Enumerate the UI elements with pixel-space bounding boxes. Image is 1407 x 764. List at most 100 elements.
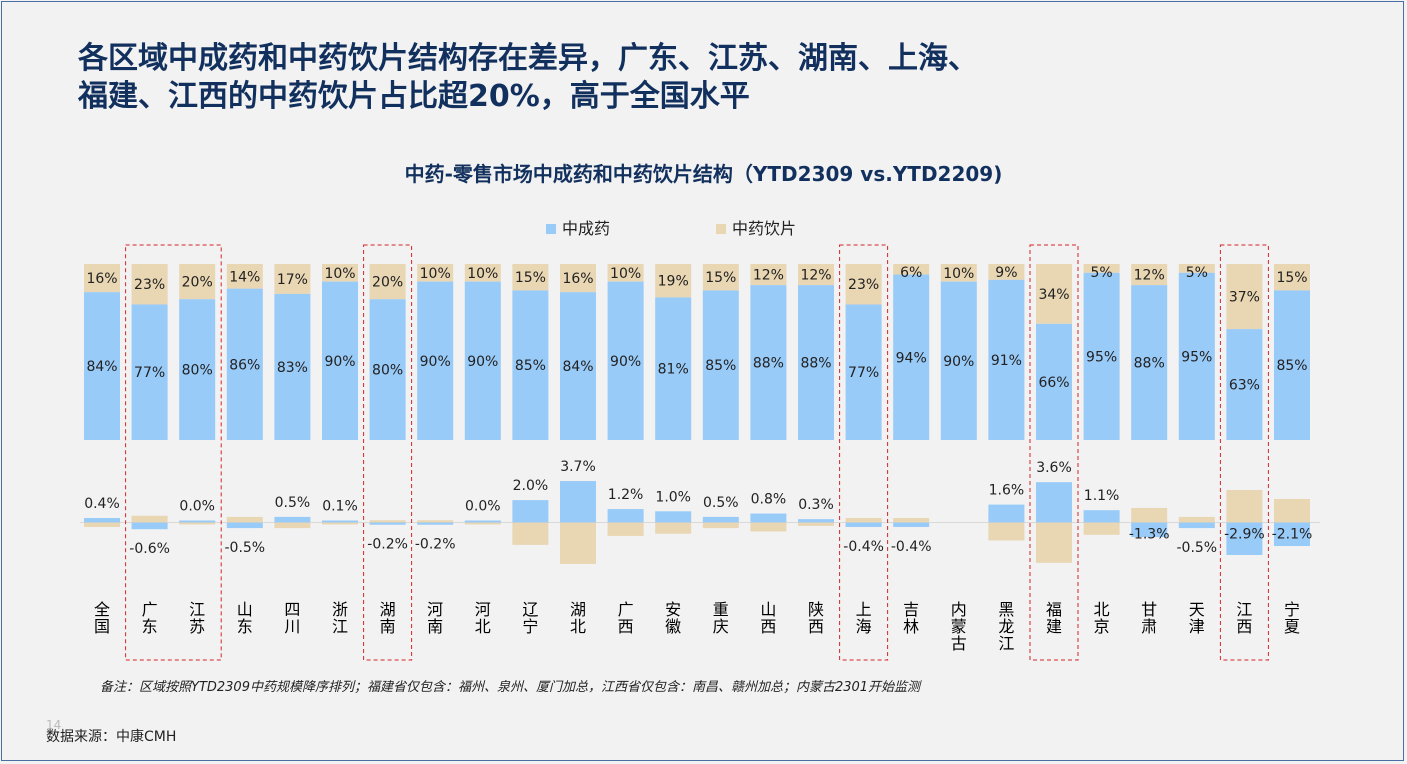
bar-cpm-25 (1274, 290, 1310, 440)
change-cpm-10 (560, 481, 596, 523)
change-label-3: -0.5% (224, 540, 265, 556)
bar-tcm-2 (179, 264, 216, 300)
label-cpm-6: 80% (372, 363, 403, 379)
change-cpm-0 (84, 518, 120, 523)
change-label-1: -0.6% (129, 541, 170, 557)
change-cpm-15 (798, 519, 834, 523)
label-tcm-11: 10% (610, 266, 641, 282)
bar-cpm-23 (1178, 272, 1215, 440)
region-label-18: 内蒙古 (950, 600, 967, 653)
label-cpm-9: 85% (515, 358, 546, 374)
change-tcm-2 (179, 522, 216, 525)
region-label-16: 上海 (855, 600, 872, 636)
bar-tcm-8 (464, 264, 501, 282)
bar-tcm-3 (226, 264, 263, 289)
label-cpm-21: 95% (1086, 349, 1117, 365)
change-tcm-12 (655, 522, 692, 534)
label-tcm-14: 12% (753, 268, 784, 284)
change-label-24: -2.9% (1224, 527, 1265, 543)
headline: 各区域中成药和中药饮片结构存在差异，广东、江苏、湖南、上海、 福建、江西的中药饮… (78, 40, 1278, 116)
change-label-16: -0.4% (843, 539, 884, 555)
bar-tcm-21 (1083, 264, 1120, 273)
change-label-15: 0.3% (798, 497, 834, 513)
region-label-6: 湖南 (379, 600, 396, 636)
change-tcm-10 (560, 522, 596, 564)
region-label-4: 四川 (284, 600, 301, 636)
change-label-25: -2.1% (1272, 527, 1313, 543)
change-tcm-22 (1131, 507, 1168, 523)
region-label-10: 湖北 (569, 600, 586, 636)
label-cpm-17: 94% (896, 350, 927, 366)
label-cpm-24: 63% (1229, 378, 1260, 394)
label-cpm-8: 90% (467, 354, 498, 370)
label-tcm-7: 10% (420, 266, 451, 282)
label-tcm-10: 16% (562, 271, 593, 287)
change-tcm-7 (417, 520, 454, 523)
bar-tcm-11 (607, 264, 644, 282)
change-tcm-4 (274, 522, 311, 529)
change-cpm-16 (845, 522, 882, 527)
change-tcm-23 (1178, 516, 1215, 523)
label-cpm-3: 86% (229, 357, 260, 373)
region-label-7: 河南 (427, 600, 444, 636)
change-cpm-13 (702, 516, 739, 523)
bar-tcm-4 (274, 264, 311, 294)
change-cpm-11 (607, 509, 644, 523)
change-label-22: -1.3% (1129, 527, 1170, 543)
bar-cpm-17 (893, 274, 930, 440)
change-tcm-11 (607, 522, 644, 536)
label-tcm-24: 37% (1229, 290, 1260, 306)
change-tcm-16 (845, 518, 882, 523)
label-tcm-6: 20% (372, 275, 403, 291)
headline-line-1: 各区域中成药和中药饮片结构存在差异，广东、江苏、湖南、上海、 (78, 41, 978, 76)
change-cpm-5 (322, 520, 358, 523)
change-label-20: 3.6% (1036, 460, 1072, 476)
change-cpm-23 (1178, 522, 1215, 529)
change-cpm-4 (274, 516, 311, 523)
change-label-13: 0.5% (703, 495, 739, 511)
change-tcm-20 (1036, 522, 1072, 563)
chart-title: 中药-零售市场中成药和中药饮片结构（YTD2309 vs.YTD2209) (404, 162, 1003, 186)
highlight-box-1 (363, 244, 413, 661)
label-tcm-8: 10% (467, 266, 498, 282)
change-label-5: 0.1% (322, 499, 358, 515)
region-label-25: 宁夏 (1283, 600, 1300, 636)
label-tcm-5: 10% (324, 266, 355, 282)
change-tcm-17 (893, 518, 930, 523)
change-tcm-14 (750, 522, 787, 532)
bar-tcm-19 (988, 264, 1025, 280)
label-cpm-2: 80% (182, 363, 213, 379)
region-label-3: 山东 (236, 600, 253, 636)
change-tcm-9 (512, 522, 549, 545)
change-tcm-24 (1226, 490, 1263, 523)
change-cpm-3 (226, 522, 263, 529)
label-tcm-18: 10% (943, 266, 974, 282)
label-tcm-21: 5% (1090, 265, 1112, 281)
label-tcm-0: 16% (86, 271, 117, 287)
label-tcm-3: 14% (229, 269, 260, 285)
region-label-21: 北京 (1093, 600, 1110, 636)
bar-cpm-24 (1226, 329, 1263, 440)
region-label-12: 安徽 (665, 600, 682, 636)
bar-tcm-24 (1226, 264, 1263, 330)
label-tcm-15: 12% (800, 268, 831, 284)
change-cpm-9 (512, 500, 549, 523)
change-label-8: 0.0% (465, 499, 501, 515)
label-cpm-14: 88% (753, 356, 784, 372)
bar-tcm-6 (369, 264, 406, 300)
label-tcm-13: 15% (705, 270, 736, 286)
change-tcm-3 (226, 516, 263, 523)
change-label-11: 1.2% (608, 487, 644, 503)
region-label-13: 重庆 (712, 600, 729, 636)
bar-tcm-25 (1274, 264, 1310, 291)
label-tcm-2: 20% (182, 275, 213, 291)
label-cpm-11: 90% (610, 354, 641, 370)
bar-cpm-0 (84, 292, 120, 440)
region-label-5: 浙江 (331, 600, 348, 636)
region-label-11: 广西 (617, 600, 634, 636)
bar-tcm-13 (702, 264, 739, 291)
region-label-24: 江西 (1236, 600, 1253, 636)
region-label-23: 天津 (1188, 600, 1205, 636)
bar-cpm-3 (226, 288, 263, 440)
change-label-0: 0.4% (84, 496, 120, 512)
